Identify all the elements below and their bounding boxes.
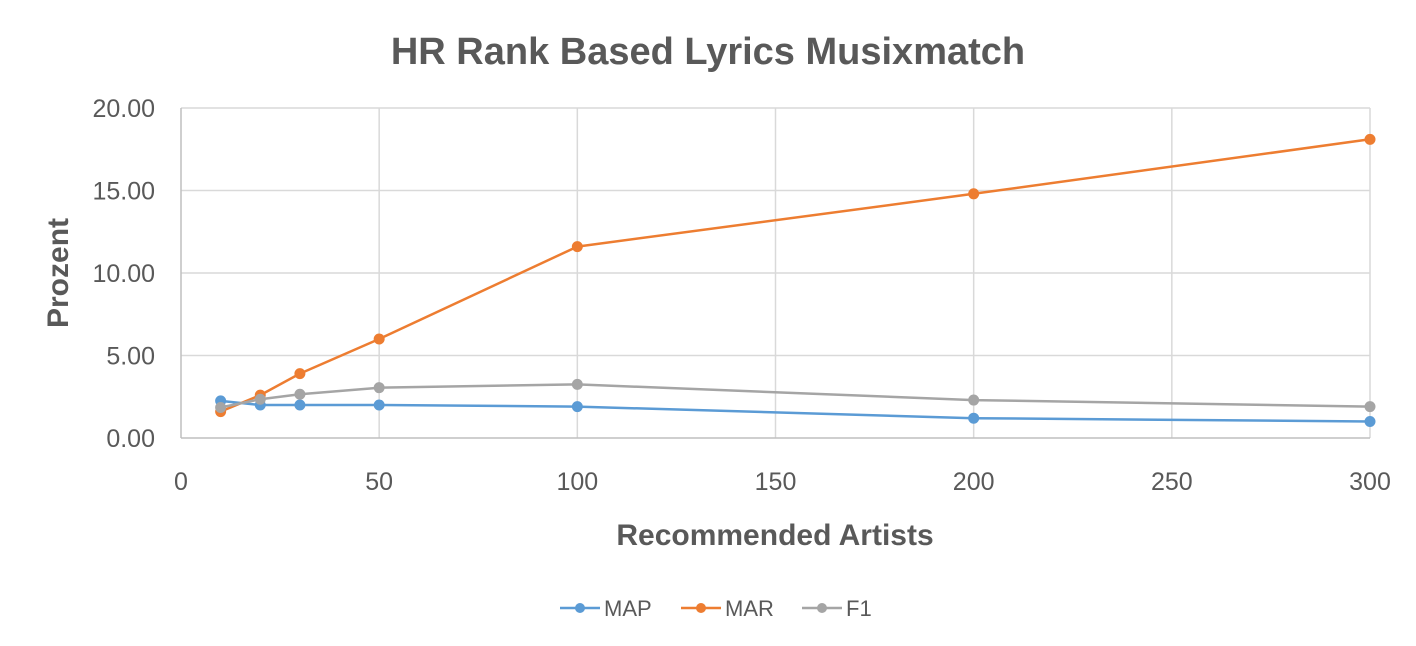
axes [180,108,1370,439]
legend-swatch-marker [575,603,585,613]
tick-labels: 0.00 5.00 10.00 15.00 20.00 0 50 100 150 200 250 30… [92,95,1390,496]
y-tick-label: 0.00 [106,425,155,453]
data-point-map [968,412,980,424]
legend-label: MAR [725,596,774,621]
x-tick-label: 200 [953,468,995,496]
data-point-mar [373,333,385,345]
x-tick-label: 300 [1349,468,1391,496]
data-point-map [571,401,583,413]
y-tick-label: 10.00 [92,260,155,288]
x-tick-label: 0 [174,468,188,496]
legend-swatch-marker [817,603,827,613]
legend-item-mar: MAR [681,596,774,621]
legend-item-f1: F1 [802,596,872,621]
x-tick-label: 100 [556,468,598,496]
x-tick-label: 50 [365,468,393,496]
series-layer [215,133,1376,427]
data-point-mar [571,241,583,253]
series-f1 [215,378,1376,413]
x-axis-title: Recommended Artists [616,519,933,552]
legend-label: F1 [846,596,872,621]
data-point-f1 [571,378,583,390]
legend-item-map: MAP [560,596,652,621]
data-point-map [1364,416,1376,427]
data-point-f1 [215,401,227,413]
data-point-mar [1364,133,1376,145]
data-point-f1 [373,382,385,394]
data-point-map [373,399,385,411]
y-tick-label: 5.00 [106,343,155,371]
data-point-mar [294,368,306,380]
chart-title: HR Rank Based Lyrics Musixmatch [391,31,1025,73]
x-tick-label: 150 [755,468,797,496]
legend: MAP MAR F1 [560,596,872,621]
y-axis-title: Prozent [42,218,75,328]
y-tick-label: 15.00 [92,178,155,206]
data-point-f1 [968,394,980,406]
grid [181,107,1371,438]
legend-swatch-marker [696,603,706,613]
data-point-f1 [254,393,266,405]
x-tick-label: 250 [1151,468,1193,496]
legend-label: MAP [604,596,652,621]
series-line-mar [220,138,1371,413]
series-map [215,395,1376,427]
data-point-mar [968,188,980,200]
data-point-f1 [294,388,306,400]
data-point-map [294,399,306,411]
series-mar [215,133,1376,418]
y-tick-label: 20.00 [92,95,155,123]
data-point-f1 [1364,401,1376,413]
